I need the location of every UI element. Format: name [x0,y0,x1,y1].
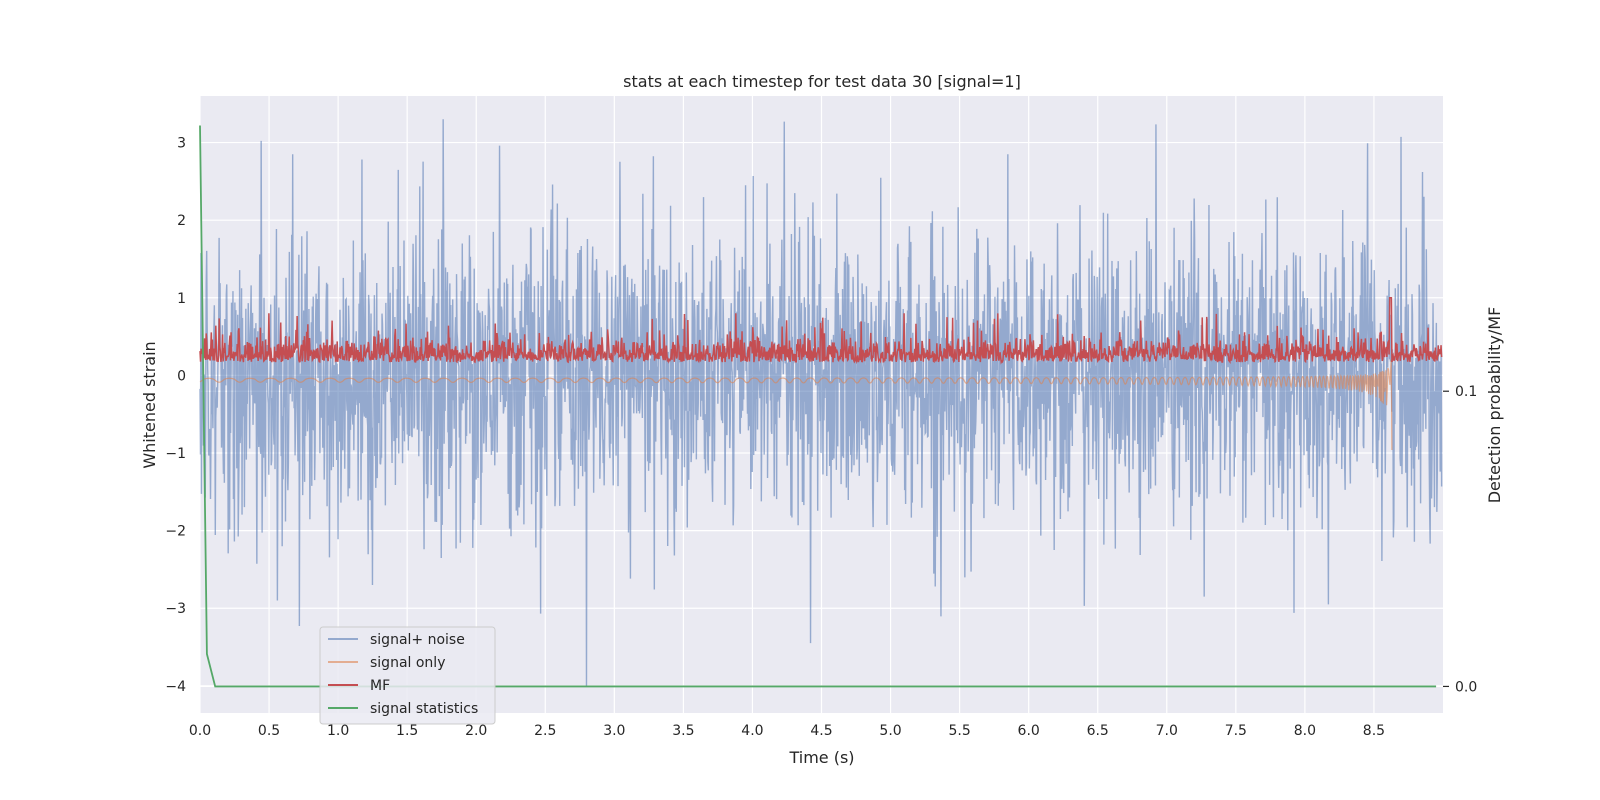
y-axis-title: Whitened strain [140,341,159,468]
x-tick-label: 8.5 [1363,723,1385,739]
x-tick-label: 6.0 [1018,723,1040,739]
right-tick-label: 0.1 [1455,384,1477,400]
x-tick-label: 1.5 [396,723,418,739]
y-tick-label: −4 [165,679,186,695]
legend-box [319,626,496,725]
x-tick-label: 4.5 [810,723,832,739]
x-tick-label: 3.0 [603,723,625,739]
y-tick-label: −2 [165,524,186,540]
x-tick-label: 2.0 [465,723,487,739]
legend-label-signal-noise: signal+ noise [370,632,465,648]
y-axis-title-right: Detection probability/MF [1485,307,1504,504]
y-tick-label: 2 [177,213,186,229]
legend-label-mf: MF [370,678,390,694]
series-layer [199,119,1443,688]
x-tick-label: 7.0 [1156,723,1178,739]
series-mf [199,297,1443,365]
x-tick-label: 5.0 [879,723,901,739]
x-tick-label: 5.5 [948,723,970,739]
right-tick-label: 0.0 [1455,679,1477,695]
y-tick-label: 3 [177,136,186,152]
legend-label-signal-statistics: signal statistics [370,701,478,717]
y-tick-label: 1 [177,291,186,307]
y-tick-label: −1 [165,446,186,462]
x-tick-label: 8.0 [1294,723,1316,739]
legend: signal+ noise signal only MF signal stat… [319,626,496,725]
x-tick-label: 6.5 [1087,723,1109,739]
x-tick-label: 3.5 [672,723,694,739]
y-tick-label: −3 [165,601,186,617]
x-tick-label: 7.5 [1225,723,1247,739]
x-axis-title: Time (s) [788,748,854,767]
series-signal-statistics [199,125,1437,688]
x-tick-label: 1.0 [327,723,349,739]
legend-label-signal-only: signal only [370,655,445,671]
chart-title: stats at each timestep for test data 30 … [623,72,1021,91]
x-tick-label: 0.5 [258,723,280,739]
x-tick-label: 0.0 [189,723,211,739]
x-tick-label: 2.5 [534,723,556,739]
ticks: 0.0 0.5 1.0 1.5 2.0 2.5 3.0 3.5 4.0 4.5 5.0 5.5 6.0 6… [165,136,1477,739]
y-tick-label: 0 [177,368,186,384]
x-tick-label: 4.0 [741,723,763,739]
series-signal-only [199,359,1393,451]
